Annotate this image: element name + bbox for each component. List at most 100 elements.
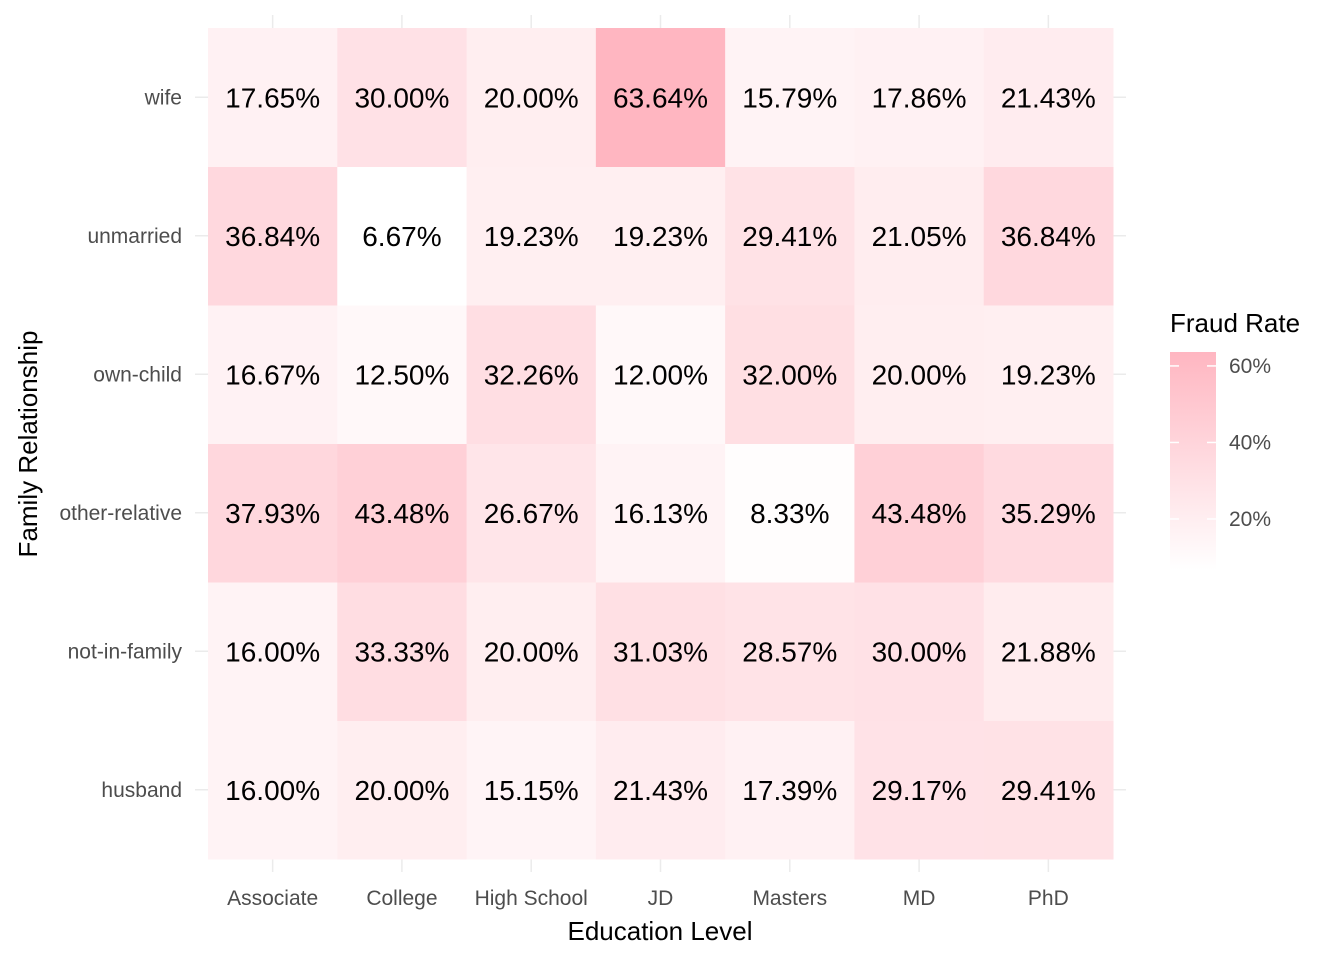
x-tick-label: MD [903, 887, 936, 910]
heatmap-cell [208, 720, 338, 860]
cell-label: 20.00% [484, 636, 579, 667]
heatmap-cell [854, 582, 985, 721]
heatmap-cell [595, 443, 726, 583]
heatmap-cell [337, 166, 468, 306]
heatmap-cell [466, 166, 597, 306]
cell-label: 37.93% [225, 498, 320, 529]
heatmap-cell [466, 720, 597, 860]
cell-label: 33.33% [354, 636, 449, 667]
heatmap-cell [854, 28, 985, 167]
heatmap-cell [337, 305, 468, 444]
cell-label: 16.00% [225, 775, 320, 806]
y-tick-label: husband [101, 779, 182, 802]
cell-label: 26.67% [484, 498, 579, 529]
heatmap-cell [208, 28, 338, 167]
legend-tick-label: 20% [1229, 508, 1271, 531]
cell-label: 16.00% [225, 636, 320, 667]
heatmap-cell [466, 443, 597, 583]
heatmap-cell [595, 582, 726, 721]
heatmap-cell [595, 305, 726, 444]
cell-label: 21.43% [613, 775, 708, 806]
cell-label: 31.03% [613, 636, 708, 667]
cell-label: 12.50% [354, 359, 449, 390]
x-tick-label: Masters [752, 887, 827, 910]
cell-label: 29.41% [742, 221, 837, 252]
cell-label: 28.57% [742, 636, 837, 667]
cell-label: 17.39% [742, 775, 837, 806]
cell-label: 19.23% [613, 221, 708, 252]
cell-label: 15.79% [742, 82, 837, 113]
cell-label: 43.48% [872, 498, 967, 529]
heatmap-cell [337, 582, 468, 721]
heatmap-cell [337, 28, 468, 167]
heatmap-cell [208, 582, 338, 721]
heatmap-cell [466, 305, 597, 444]
y-axis-ticks: husband not-in-family other-relative own-ch… [59, 86, 182, 802]
x-axis-title: Education Level [567, 916, 752, 946]
y-tick-label: wife [144, 86, 182, 109]
legend-title: Fraud Rate [1170, 308, 1300, 338]
heatmap-cell [337, 443, 468, 583]
heatmap-cell [854, 720, 985, 860]
heatmap-cell [466, 28, 597, 167]
x-tick-label: JD [648, 887, 674, 910]
cell-label: 17.65% [225, 82, 320, 113]
cell-label: 21.05% [872, 221, 967, 252]
x-tick-label: College [366, 887, 437, 910]
x-tick-label: PhD [1028, 887, 1069, 910]
heatmap-cell [595, 166, 726, 306]
y-axis-title: Family Relationship [13, 331, 43, 558]
cell-label: 20.00% [354, 775, 449, 806]
heatmap-cell [208, 443, 338, 583]
heatmap-cell [725, 582, 855, 721]
cell-label: 20.00% [872, 359, 967, 390]
cell-label: 19.23% [484, 221, 579, 252]
cell-label: 29.17% [872, 775, 967, 806]
cell-label: 35.29% [1001, 498, 1096, 529]
cell-label: 29.41% [1001, 775, 1096, 806]
heatmap-cell [208, 166, 338, 306]
y-tick-label: own-child [93, 363, 182, 386]
heatmap-cell [983, 443, 1114, 583]
cell-label: 8.33% [750, 498, 829, 529]
heatmap-cell [725, 166, 855, 306]
legend-tick-label: 40% [1229, 431, 1271, 454]
cell-label: 43.48% [354, 498, 449, 529]
cell-label: 63.64% [613, 82, 708, 113]
cell-label: 17.86% [872, 82, 967, 113]
cell-label: 16.67% [225, 359, 320, 390]
cell-labels: 16.00% 20.00% 15.15% 21.43% 17.39% 29.17% 29.4… [225, 82, 1096, 806]
legend-ticks: 20% 40% 60% [1170, 355, 1271, 531]
cell-label: 21.43% [1001, 82, 1096, 113]
cell-label: 30.00% [354, 82, 449, 113]
cell-label: 6.67% [362, 221, 441, 252]
heatmap-cell [595, 28, 726, 167]
heatmap-cell [725, 443, 855, 583]
heatmap-cell [725, 305, 855, 444]
heatmap-cell [983, 720, 1114, 860]
legend-color-bar [1170, 352, 1216, 570]
heatmap-cell [983, 166, 1114, 306]
cell-label: 36.84% [225, 221, 320, 252]
cell-label: 30.00% [872, 636, 967, 667]
legend-tick-label: 60% [1229, 355, 1271, 378]
heatmap-cell [208, 305, 338, 444]
heatmap-cell [337, 720, 468, 860]
color-legend: Fraud Rate 20% 40% 60% [1170, 308, 1300, 570]
x-tick-label: High School [475, 887, 588, 910]
x-tick-label: Associate [227, 887, 318, 910]
cell-label: 21.88% [1001, 636, 1096, 667]
heatmap-cell [725, 720, 855, 860]
heatmap-cell [854, 166, 985, 306]
cell-label: 32.00% [742, 359, 837, 390]
heatmap-cell [983, 28, 1114, 167]
heatmap-cell [466, 582, 597, 721]
cell-label: 19.23% [1001, 359, 1096, 390]
cell-label: 15.15% [484, 775, 579, 806]
y-tick-label: not-in-family [68, 640, 183, 663]
y-tick-label: unmarried [87, 225, 182, 248]
cell-label: 12.00% [613, 359, 708, 390]
y-tick-label: other-relative [59, 502, 182, 525]
heatmap-cell [595, 720, 726, 860]
